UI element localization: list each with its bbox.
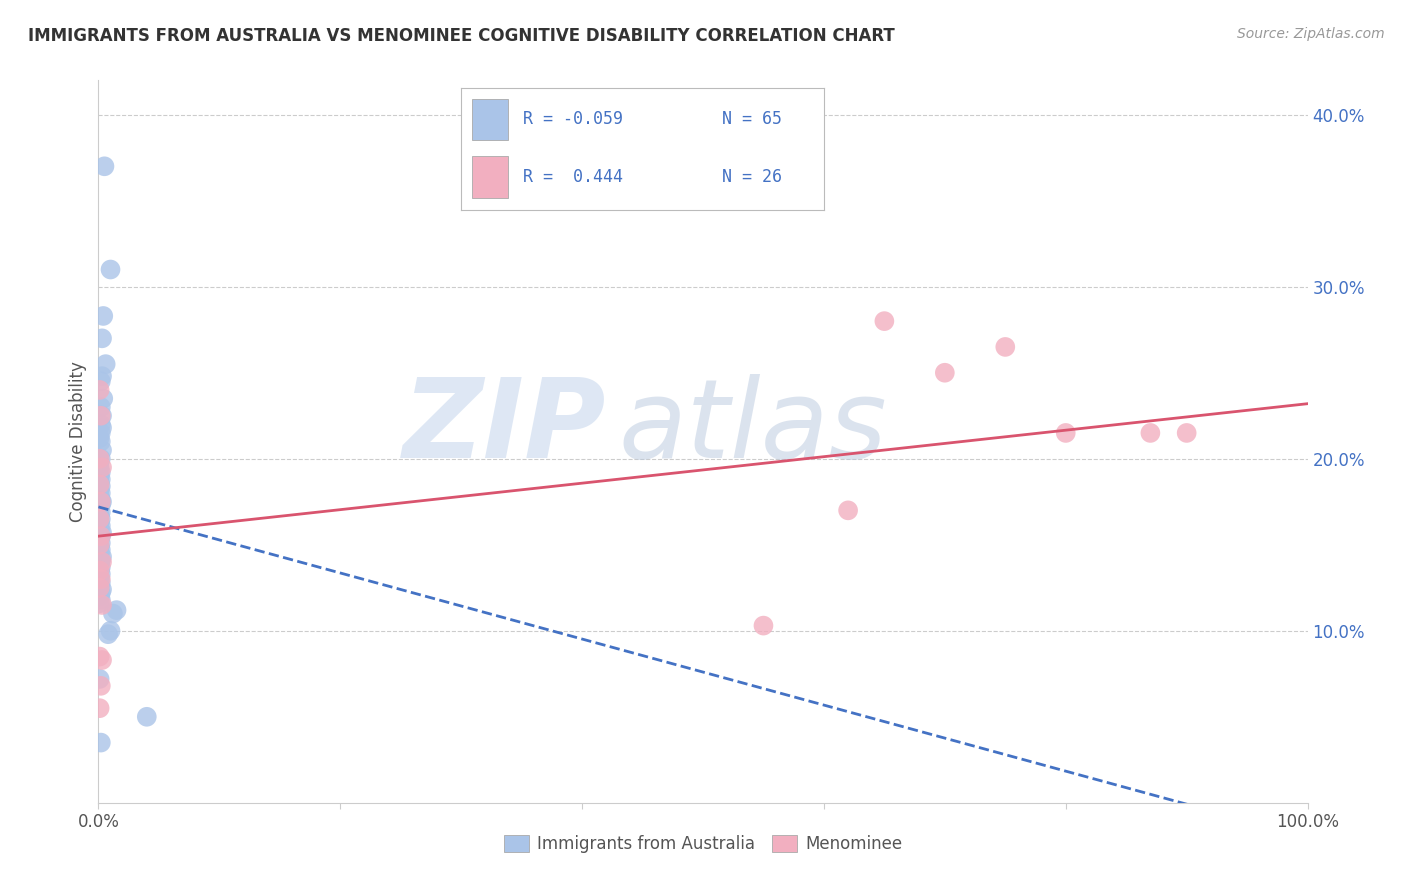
Point (934, 366, 956, 380)
Point (89, 581, 111, 595)
Point (91, 494, 114, 508)
Point (89, 672, 111, 686)
Point (90, 542, 112, 557)
Point (89, 490, 111, 504)
Point (89, 477, 111, 491)
Point (91, 582, 114, 597)
Point (91, 392, 114, 406)
Point (91, 549, 114, 564)
Text: atlas: atlas (619, 374, 887, 481)
Point (90, 505, 112, 519)
Point (91, 369, 114, 384)
Point (90, 375, 112, 389)
Point (90, 479, 112, 493)
Point (89, 701, 111, 715)
Point (837, 503, 859, 517)
Point (93, 159, 115, 173)
Text: IMMIGRANTS FROM AUSTRALIA VS MENOMINEE COGNITIVE DISABILITY CORRELATION CHART: IMMIGRANTS FROM AUSTRALIA VS MENOMINEE C… (28, 27, 894, 45)
Point (89, 596, 111, 610)
Point (90, 560, 112, 574)
Point (91, 653, 114, 667)
Point (90, 451, 112, 466)
Point (101, 607, 124, 621)
Point (90, 529, 112, 543)
Text: ZIP: ZIP (402, 374, 606, 481)
Point (89, 570, 111, 584)
Point (90, 493, 112, 508)
Point (89, 538, 111, 552)
Point (752, 618, 775, 632)
Point (89, 579, 111, 593)
Point (90, 512, 112, 526)
Point (1175, 425, 1198, 440)
Point (90, 486, 112, 500)
Point (89, 564, 111, 578)
Point (89, 522, 111, 536)
Point (89, 508, 111, 523)
Point (1054, 425, 1077, 440)
Point (89, 460, 111, 475)
Point (91, 555, 114, 569)
Point (90, 567, 112, 582)
Point (105, 603, 128, 617)
Point (91, 525, 114, 540)
Point (1139, 425, 1161, 440)
Point (90, 498, 112, 512)
Point (91, 460, 114, 475)
Point (90, 400, 112, 414)
Point (91, 409, 114, 423)
Point (994, 340, 1017, 354)
Point (89, 469, 111, 483)
Point (89, 533, 111, 547)
Point (90, 572, 112, 586)
Legend: Immigrants from Australia, Menominee: Immigrants from Australia, Menominee (498, 828, 908, 860)
Point (91, 443, 114, 458)
Point (90, 592, 112, 607)
Point (90, 575, 112, 590)
Text: Source: ZipAtlas.com: Source: ZipAtlas.com (1237, 27, 1385, 41)
Point (89, 455, 111, 469)
Point (90, 553, 112, 567)
Point (89, 590, 111, 604)
Point (90, 519, 112, 533)
Point (90, 409, 112, 423)
Point (90, 679, 112, 693)
Point (97, 627, 120, 641)
Point (89, 475, 111, 490)
Point (91, 421, 114, 435)
Point (90, 466, 112, 480)
Point (873, 314, 896, 328)
Point (135, 710, 157, 724)
Point (89, 483, 111, 497)
Point (89, 383, 111, 397)
Point (89, 546, 111, 560)
Point (90, 434, 112, 449)
Point (90, 494, 112, 508)
Point (89, 557, 111, 571)
Point (91, 331, 114, 345)
Point (94, 357, 117, 371)
Point (89, 501, 111, 516)
Y-axis label: Cognitive Disability: Cognitive Disability (69, 361, 87, 522)
Point (91, 598, 114, 612)
Point (89, 540, 111, 554)
Point (90, 735, 112, 749)
Point (90, 417, 112, 432)
Point (89, 516, 111, 530)
Point (90, 472, 112, 486)
Point (91, 309, 114, 323)
Point (89, 649, 111, 664)
Point (89, 431, 111, 445)
Point (89, 451, 111, 466)
Point (100, 624, 122, 638)
Point (89, 512, 111, 526)
Point (100, 262, 122, 277)
Point (90, 586, 112, 600)
Point (89, 564, 111, 578)
Point (90, 536, 112, 550)
Point (90, 425, 112, 440)
Point (90, 529, 112, 543)
